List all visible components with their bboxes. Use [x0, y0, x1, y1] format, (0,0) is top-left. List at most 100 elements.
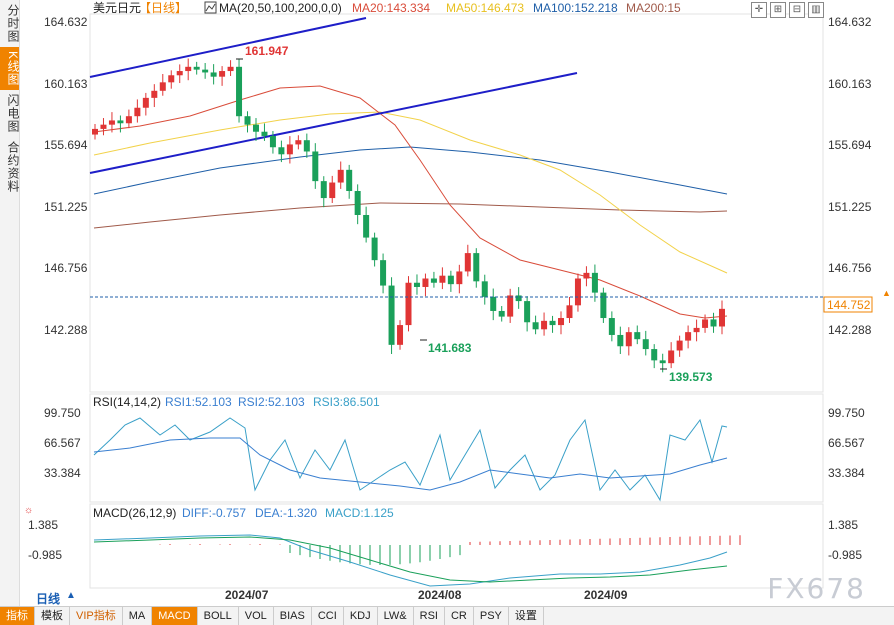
candle-body [92, 128, 98, 135]
candle-body [202, 69, 209, 73]
tab-ma[interactable]: MA [123, 607, 153, 625]
ma50-label: MA50:146.473 [446, 1, 524, 15]
price-tick-left: 155.694 [44, 138, 88, 152]
candle-body [100, 124, 107, 129]
candle-body [354, 191, 361, 215]
candle-body [507, 295, 514, 317]
candle-body [481, 281, 488, 297]
candle-body [490, 296, 497, 311]
tab-lw[interactable]: LW& [378, 607, 414, 625]
period-dropdown-icon[interactable]: ▲ [66, 590, 76, 601]
rsi-panel-frame [89, 393, 824, 503]
macd-histogram [159, 535, 741, 565]
price-tick-left: 160.163 [44, 77, 88, 91]
ma50-line [93, 111, 728, 274]
rsi-tick-right: 66.567 [828, 436, 865, 450]
tab-flash[interactable]: 闪电图 [6, 94, 20, 134]
candle-body [397, 325, 404, 345]
price-tick-left: 142.288 [44, 323, 88, 337]
low-annotation-2: 139.573 [669, 370, 713, 384]
zoom-in-icon[interactable]: ⊞ [770, 2, 786, 18]
price-tick-right: 155.694 [828, 138, 872, 152]
tab-templates[interactable]: 模板 [35, 607, 70, 625]
candle-body [693, 327, 700, 333]
candle-body [719, 308, 725, 327]
candle-body [515, 295, 522, 302]
layout-icon[interactable]: ▥ [808, 2, 824, 18]
candle-body [303, 140, 310, 152]
candle-body [625, 332, 632, 347]
candle-body [159, 82, 166, 91]
tab-cci[interactable]: CCI [312, 607, 344, 625]
rsi-label: RSI(14,14,2) [93, 395, 161, 409]
zoom-out-icon[interactable]: ⊟ [789, 2, 805, 18]
tab-vol[interactable]: VOL [239, 607, 274, 625]
candle-body [134, 107, 141, 117]
tab-psy[interactable]: PSY [474, 607, 509, 625]
candle-body [608, 318, 615, 335]
candle-body [651, 349, 658, 361]
candle-body [422, 278, 429, 287]
price-tick-right: 146.756 [828, 261, 872, 275]
lower-trend-line [89, 72, 578, 174]
candle-body [591, 272, 598, 293]
tab-kline[interactable]: K线图 [0, 47, 20, 91]
candle-body [227, 66, 234, 72]
candle-body [210, 72, 217, 77]
price-tick-right: 151.225 [828, 200, 872, 214]
price-tick-right: 142.288 [828, 323, 872, 337]
price-tick-right: 160.163 [828, 77, 872, 91]
upper-trend-line [89, 17, 367, 78]
tab-bias[interactable]: BIAS [274, 607, 312, 625]
tab-cr[interactable]: CR [445, 607, 474, 625]
current-price-label: 144.752 [827, 298, 871, 312]
candle-body [668, 350, 675, 364]
macd-dea-label: DEA:-1.320 [255, 506, 317, 520]
tab-boll[interactable]: BOLL [198, 607, 239, 625]
candle-body [405, 282, 412, 326]
tab-vip-indicators[interactable]: VIP指标 [70, 607, 123, 625]
rsi2-label: RSI2:52.103 [238, 395, 305, 409]
tab-settings[interactable]: 设置 [509, 607, 544, 625]
candle-body [380, 260, 387, 286]
candle-body [498, 310, 505, 317]
rsi1-line [93, 437, 728, 491]
tab-rsi[interactable]: RSI [414, 607, 445, 625]
price-tick-right: 164.632 [828, 15, 872, 29]
period-selector[interactable]: 日线 [36, 592, 61, 606]
sidebar: 分时图 K线图 闪电图 合约资料 [0, 0, 20, 606]
candle-body [439, 275, 446, 283]
candle-body [659, 360, 666, 364]
tab-kdj[interactable]: KDJ [344, 607, 378, 625]
candle-body [634, 332, 641, 340]
rsi-tick-right: 99.750 [828, 406, 865, 420]
chart-type-icon[interactable] [204, 1, 217, 14]
tab-macd[interactable]: MACD [152, 607, 198, 625]
rsi3-line [93, 417, 728, 502]
candle-body [219, 71, 226, 77]
candle-body [193, 66, 200, 70]
candle-body [549, 320, 556, 326]
macd-dea-line [93, 536, 728, 583]
price-marker-icon[interactable]: ▲ [882, 288, 891, 298]
candle-body [252, 124, 259, 132]
candle-body [456, 271, 463, 285]
price-panel-frame [89, 13, 824, 393]
candle-body [617, 334, 624, 347]
tab-contract-info[interactable]: 合约资料 [6, 141, 20, 194]
tab-indicators[interactable]: 指标 [0, 607, 35, 625]
rsi-tick-left: 33.384 [44, 466, 81, 480]
candle-body [117, 120, 124, 124]
macd-value-label: MACD:1.125 [325, 506, 394, 520]
rsi3-label: RSI3:86.501 [313, 395, 380, 409]
candle-body [108, 120, 115, 125]
candle-body [600, 292, 607, 319]
crosshair-icon[interactable]: ✛ [751, 2, 767, 18]
macd-tick-left: -0.985 [28, 548, 62, 562]
candle-body [269, 135, 276, 148]
price-axis-right: 164.632 160.163 155.694 151.225 146.756 … [828, 15, 872, 337]
macd-label: MACD(26,12,9) [93, 506, 176, 520]
candle-body [346, 169, 353, 192]
macd-settings-icon[interactable]: ☼ [24, 505, 33, 516]
tab-intraday[interactable]: 分时图 [6, 4, 20, 43]
